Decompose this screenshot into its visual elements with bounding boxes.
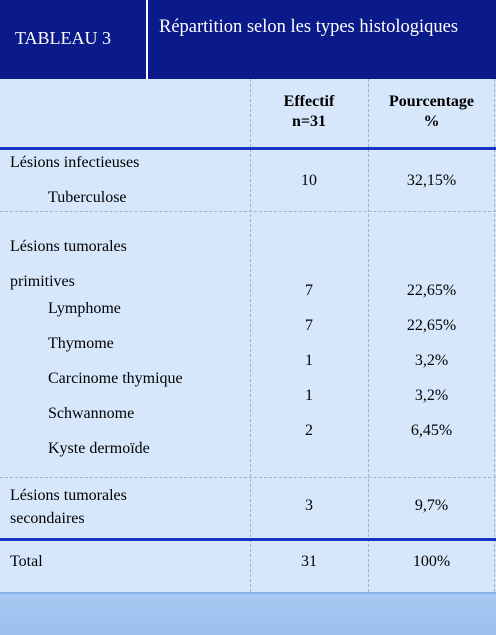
section-label-secondary: Lésions tumorales secondaires: [10, 487, 127, 527]
row-label: Tuberculose: [48, 189, 127, 206]
section-label-primary: Lésions tumorales primitives: [10, 238, 127, 290]
row-separator: [0, 211, 496, 212]
row-label: Carcinome thymique: [48, 370, 183, 387]
table-title: Répartition selon les types histologique…: [159, 17, 459, 37]
column-header-effectif: Effectif n=31: [283, 93, 335, 130]
row-percent: 9,7%: [414, 497, 449, 514]
table-number: TABLEAU 3: [15, 28, 112, 48]
total-separator: [0, 538, 496, 541]
column-header-pourcentage: Pourcentage %: [388, 93, 474, 130]
row-count: 7: [305, 282, 313, 299]
row-percent: 22,65%: [406, 317, 457, 334]
header-separator: [0, 147, 496, 150]
row-label: Schwannome: [48, 405, 135, 422]
row-separator: [0, 477, 496, 478]
total-count: 31: [301, 553, 317, 570]
row-percent: 3,2%: [414, 352, 449, 369]
row-count: 1: [305, 352, 313, 369]
total-percent: 100%: [412, 553, 451, 570]
row-label: Thymome: [48, 335, 114, 352]
column-divider: [494, 79, 495, 592]
row-count: 7: [305, 317, 313, 334]
table-footer-bar: [0, 592, 496, 635]
total-label: Total: [10, 553, 43, 570]
table-title-cell: Répartition selon les types histologique…: [148, 0, 496, 79]
row-label: Lymphome: [48, 300, 121, 317]
row-percent: 3,2%: [414, 387, 449, 404]
row-percent: 22,65%: [406, 282, 457, 299]
table-body: [0, 79, 496, 592]
row-count: 2: [305, 422, 313, 439]
row-count: 10: [301, 172, 317, 189]
section-label-infectious: Lésions infectieuses: [10, 154, 140, 171]
row-label: Kyste dermoïde: [48, 440, 150, 457]
column-divider: [250, 79, 251, 592]
row-percent: 32,15%: [406, 172, 457, 189]
column-divider: [368, 79, 369, 592]
row-count: 1: [305, 387, 313, 404]
row-count: 3: [305, 497, 313, 514]
table-number-cell: TABLEAU 3: [0, 0, 148, 79]
row-percent: 6,45%: [410, 422, 453, 439]
